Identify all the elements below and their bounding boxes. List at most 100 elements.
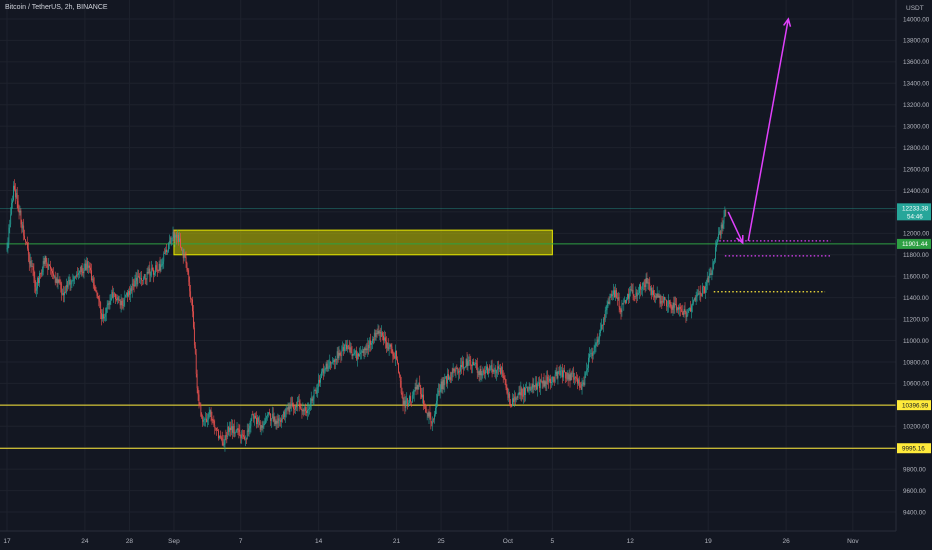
candle-body <box>142 278 144 281</box>
candle-body <box>257 417 259 422</box>
candle-body <box>172 231 174 238</box>
candle-body <box>238 429 240 432</box>
candle-body <box>566 372 568 379</box>
candle-body <box>125 294 127 298</box>
candle-body <box>559 370 561 376</box>
candle-body <box>360 351 362 353</box>
candle-body <box>23 225 25 236</box>
candle-body <box>241 434 243 439</box>
candle-body <box>123 299 125 306</box>
candle-body <box>34 277 36 287</box>
candle-body <box>162 261 164 264</box>
candle-body <box>53 276 55 277</box>
candle-body <box>273 416 275 422</box>
candle-body <box>158 263 160 271</box>
candle-body <box>509 393 511 405</box>
candle-body <box>214 424 216 428</box>
candle-body <box>556 371 558 379</box>
candle-body <box>676 305 678 311</box>
price-tick-label: 13000.00 <box>903 123 930 130</box>
candle-body <box>600 329 601 333</box>
candle-body <box>526 387 528 392</box>
candle-body <box>118 299 120 301</box>
candle-body <box>303 409 305 412</box>
candle-body <box>301 409 303 412</box>
candle-body <box>361 351 363 352</box>
candle-body <box>91 270 92 281</box>
candle-body <box>659 295 661 304</box>
candle-body <box>532 384 534 388</box>
candle-body <box>514 396 516 401</box>
candle-body <box>384 337 385 341</box>
candle-body <box>340 354 342 356</box>
candle-body <box>479 368 481 375</box>
candle-body <box>704 286 705 293</box>
candle-body <box>227 426 229 437</box>
arrow-shaft <box>747 18 790 241</box>
price-tick-label: 11200.00 <box>903 316 929 323</box>
candle-body <box>137 276 139 285</box>
candle-body <box>470 361 472 366</box>
candle-body <box>203 419 205 422</box>
candle-body <box>18 211 20 213</box>
candle-body <box>708 275 710 283</box>
candle-body <box>75 276 77 278</box>
candle-body <box>195 353 197 374</box>
price-tick-label: 9800.00 <box>903 466 926 473</box>
candle-body <box>132 283 134 286</box>
candle-body <box>571 372 573 374</box>
candle-body <box>199 404 201 407</box>
candle-body <box>541 382 543 384</box>
candle-body <box>598 338 600 342</box>
candle-body <box>641 282 643 290</box>
current-price-tag <box>897 203 931 221</box>
candle-body <box>328 365 330 368</box>
candle-body <box>198 394 200 405</box>
candle-body <box>551 382 552 384</box>
price-tick-label: 11400.00 <box>903 295 929 302</box>
candle-body <box>448 374 449 380</box>
level-price-tag <box>897 400 931 411</box>
candle-body <box>473 361 474 366</box>
candle-body <box>677 307 678 311</box>
candle-body <box>523 387 525 397</box>
candle-body <box>268 412 269 415</box>
candle-body <box>91 278 93 281</box>
candle-body <box>73 277 75 281</box>
candle-body <box>121 300 123 306</box>
candle-body <box>43 261 45 264</box>
candle-body <box>327 367 329 369</box>
candle-body <box>520 388 522 396</box>
candle-body <box>585 371 587 374</box>
candle-body <box>434 414 435 420</box>
candle-body <box>521 388 523 396</box>
candle-body <box>270 418 272 421</box>
candle-body <box>255 415 256 419</box>
candle-body <box>385 337 386 342</box>
candle-body <box>674 303 676 308</box>
annotations <box>713 17 831 293</box>
candle-body <box>449 377 451 380</box>
candle-body <box>131 283 133 292</box>
price-tick-label: 12600.00 <box>903 166 930 173</box>
candle-body <box>316 391 318 394</box>
candle-body <box>478 371 480 375</box>
candle-body <box>590 353 592 354</box>
candle-body <box>584 373 586 385</box>
candle-body <box>280 420 282 422</box>
candle-body <box>166 249 167 253</box>
candle-body <box>492 369 494 372</box>
candle-body <box>174 235 176 241</box>
candle-body <box>718 231 720 234</box>
candle-body <box>135 277 137 281</box>
candle-body <box>439 391 441 393</box>
candle-body <box>412 394 414 396</box>
candle-body <box>176 234 178 238</box>
candle-body <box>427 412 429 417</box>
candle-body <box>129 288 131 295</box>
candle-body <box>502 374 504 377</box>
candle-body <box>13 185 14 201</box>
candle-body <box>51 268 52 271</box>
candle-body <box>570 372 572 381</box>
